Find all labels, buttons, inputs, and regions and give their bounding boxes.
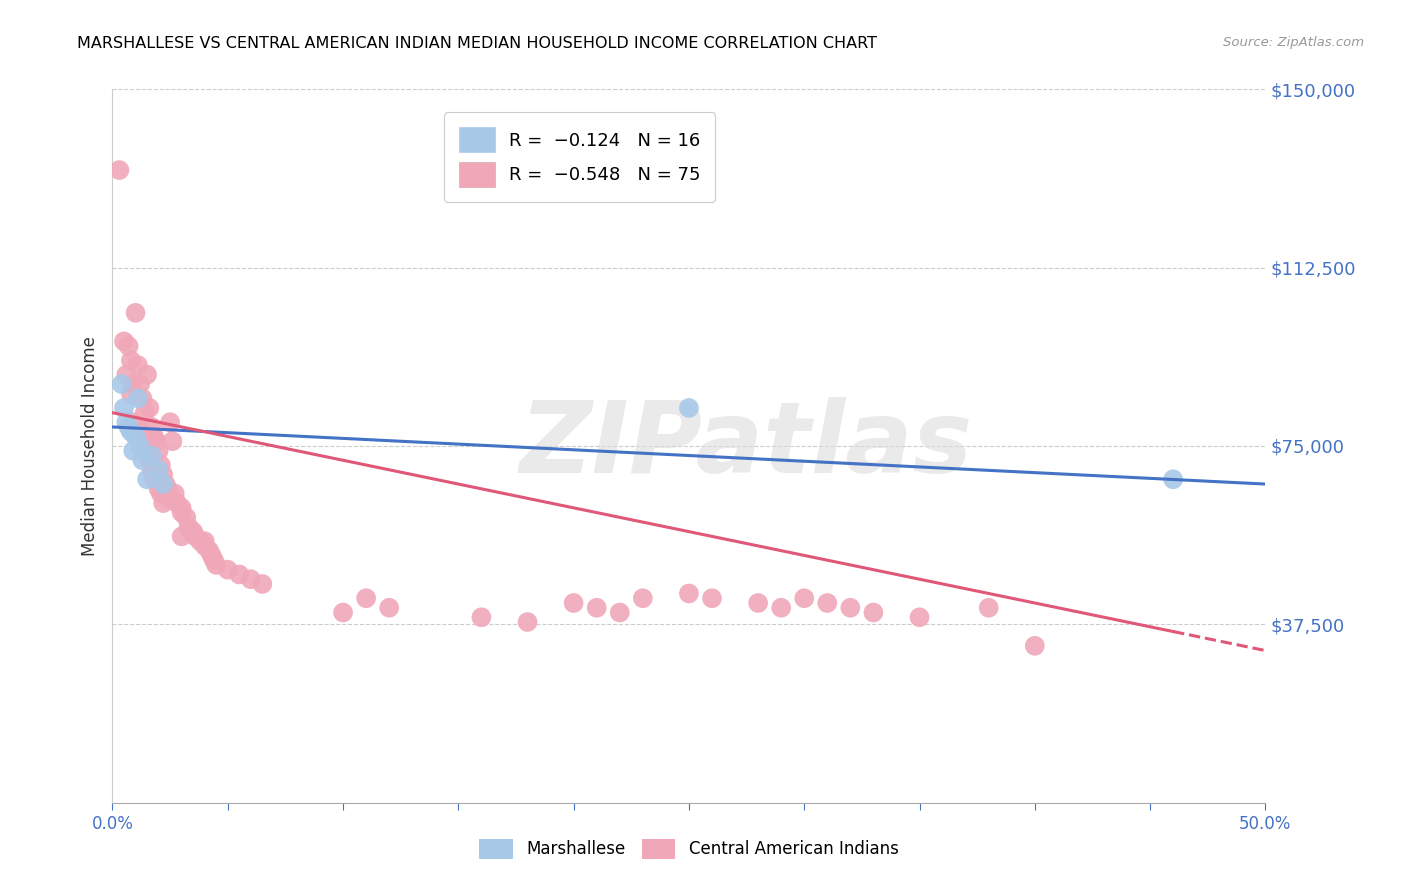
Point <box>134 406 156 420</box>
Point <box>770 600 793 615</box>
Text: MARSHALLESE VS CENTRAL AMERICAN INDIAN MEDIAN HOUSEHOLD INCOME CORRELATION CHART: MARSHALLESE VS CENTRAL AMERICAN INDIAN M… <box>77 36 877 51</box>
Text: Source: ZipAtlas.com: Source: ZipAtlas.com <box>1223 36 1364 49</box>
Point <box>122 377 145 392</box>
Point <box>136 449 159 463</box>
Point <box>793 591 815 606</box>
Point <box>155 477 177 491</box>
Point <box>184 529 207 543</box>
Point <box>170 529 193 543</box>
Point <box>120 425 142 439</box>
Point <box>170 506 193 520</box>
Point <box>122 415 145 429</box>
Point <box>136 368 159 382</box>
Point <box>148 443 170 458</box>
Point <box>177 520 200 534</box>
Point <box>131 392 153 406</box>
Point <box>112 401 135 415</box>
Point <box>180 524 202 539</box>
Point <box>108 163 131 178</box>
Point <box>159 491 181 506</box>
Point <box>202 553 225 567</box>
Point <box>631 591 654 606</box>
Point <box>117 339 139 353</box>
Point <box>188 534 211 549</box>
Point <box>138 453 160 467</box>
Point <box>217 563 239 577</box>
Point <box>609 606 631 620</box>
Point <box>228 567 250 582</box>
Point <box>162 434 184 449</box>
Point <box>131 425 153 439</box>
Point <box>148 463 170 477</box>
Point <box>138 401 160 415</box>
Point <box>908 610 931 624</box>
Point <box>152 496 174 510</box>
Point <box>839 600 862 615</box>
Point <box>205 558 228 572</box>
Point <box>678 401 700 415</box>
Point <box>166 496 188 510</box>
Point <box>252 577 274 591</box>
Point <box>198 543 221 558</box>
Point <box>332 606 354 620</box>
Point <box>815 596 838 610</box>
Point <box>134 439 156 453</box>
Point <box>156 482 179 496</box>
Point <box>120 353 142 368</box>
Point <box>112 334 135 349</box>
Point <box>149 486 172 500</box>
Point <box>201 549 224 563</box>
Point <box>124 429 146 443</box>
Point <box>516 615 538 629</box>
Point <box>354 591 377 606</box>
Point <box>122 443 145 458</box>
Point <box>159 415 181 429</box>
Point <box>181 524 204 539</box>
Point <box>585 600 607 615</box>
Point <box>977 600 1000 615</box>
Point <box>115 415 138 429</box>
Point <box>143 429 166 443</box>
Point <box>129 439 152 453</box>
Point <box>174 510 197 524</box>
Point <box>136 472 159 486</box>
Point <box>127 392 149 406</box>
Legend: Marshallese, Central American Indians: Marshallese, Central American Indians <box>472 832 905 866</box>
Point <box>148 482 170 496</box>
Point <box>129 377 152 392</box>
Point <box>115 368 138 382</box>
Point <box>194 539 217 553</box>
Point <box>131 453 153 467</box>
Point <box>700 591 723 606</box>
Point <box>163 486 186 500</box>
Point <box>170 500 193 515</box>
Point <box>1161 472 1184 486</box>
Point <box>239 572 262 586</box>
Point <box>145 434 167 449</box>
Point <box>562 596 585 610</box>
Point <box>378 600 401 615</box>
Point <box>149 458 172 472</box>
Point <box>141 463 163 477</box>
Point <box>747 596 769 610</box>
Point <box>120 386 142 401</box>
Point <box>143 472 166 486</box>
Point <box>152 467 174 482</box>
Text: ZIPatlas: ZIPatlas <box>520 398 973 494</box>
Y-axis label: Median Household Income: Median Household Income <box>80 336 98 556</box>
Point <box>111 377 134 392</box>
Point <box>127 358 149 372</box>
Point <box>141 420 163 434</box>
Point <box>678 586 700 600</box>
Point <box>117 420 139 434</box>
Point <box>1024 639 1046 653</box>
Point <box>194 534 217 549</box>
Point <box>152 477 174 491</box>
Point <box>141 449 163 463</box>
Point <box>124 306 146 320</box>
Point <box>470 610 492 624</box>
Point <box>862 606 884 620</box>
